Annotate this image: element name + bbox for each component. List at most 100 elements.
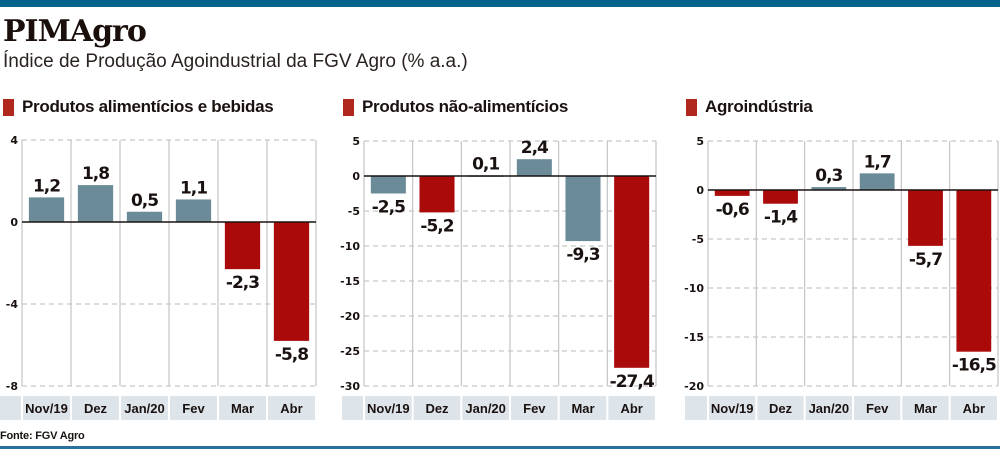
top-accent-bar bbox=[0, 0, 1000, 7]
category-cell bbox=[72, 396, 119, 420]
y-tick-label: -30 bbox=[340, 380, 360, 393]
y-tick-label: 5 bbox=[696, 135, 704, 148]
x-tick-label: Fev bbox=[182, 401, 205, 416]
category-cell bbox=[268, 396, 315, 420]
bar-chart-2: 5 0 -5 -10 -15 -20 Nov/19 Dez Jan/20 Fev Mar Abr -0,… bbox=[684, 135, 999, 420]
category-cell bbox=[511, 396, 558, 420]
category-cell bbox=[757, 396, 804, 420]
y-tick-label: -5 bbox=[692, 233, 704, 246]
chart-title-text: Produtos não-alimentícios bbox=[362, 97, 568, 116]
bar bbox=[714, 190, 750, 196]
x-tick-label: Dez bbox=[769, 401, 793, 416]
bar-chart-1: 5 0 -5 -10 -15 -20 -25 -30 Nov/19 Dez Jan/20 Fev Mar… bbox=[340, 135, 657, 420]
source-note: Fonte: FGV Agro bbox=[0, 430, 85, 442]
bar bbox=[273, 222, 310, 341]
bottom-accent-bar bbox=[0, 446, 1000, 449]
data-label: -1,4 bbox=[764, 208, 798, 228]
category-cell bbox=[950, 396, 997, 420]
data-label: 0,1 bbox=[472, 154, 499, 174]
category-cell bbox=[462, 396, 509, 420]
data-label: -2,3 bbox=[226, 273, 259, 293]
y-tick-label: -4 bbox=[6, 298, 19, 311]
data-label: 0,3 bbox=[815, 166, 842, 186]
x-tick-label: Dez bbox=[84, 401, 108, 416]
y-tick-label: 5 bbox=[352, 135, 360, 148]
y-tick-label: -10 bbox=[340, 240, 360, 253]
y-tick-label: -10 bbox=[684, 282, 704, 295]
x-tick-label: Abr bbox=[280, 401, 302, 416]
x-tick-label: Nov/19 bbox=[711, 401, 754, 416]
bar bbox=[77, 185, 114, 222]
data-label: -0,6 bbox=[716, 200, 749, 220]
x-tick-label: Jan/20 bbox=[809, 401, 849, 416]
x-tick-label: Mar bbox=[231, 401, 254, 416]
y-tick-label: 4 bbox=[10, 134, 18, 147]
y-tick-label: -15 bbox=[340, 275, 360, 288]
x-tick-label: Nov/19 bbox=[367, 401, 410, 416]
y-tick-label: -20 bbox=[684, 380, 704, 393]
bar bbox=[370, 176, 406, 194]
legend-swatch bbox=[343, 98, 354, 116]
category-cell bbox=[608, 396, 655, 420]
bar bbox=[763, 190, 798, 204]
bar bbox=[175, 199, 212, 222]
y-tick-label: -5 bbox=[348, 205, 360, 218]
category-band-blank bbox=[0, 396, 21, 420]
x-tick-label: Jan/20 bbox=[124, 401, 164, 416]
data-label: -9,3 bbox=[566, 245, 599, 265]
category-cell bbox=[709, 396, 756, 420]
x-tick-label: Fev bbox=[523, 401, 546, 416]
data-label: 1,8 bbox=[82, 164, 109, 184]
page-title: PIMAgro bbox=[3, 14, 147, 49]
y-tick-label: 0 bbox=[10, 216, 18, 229]
legend-swatch bbox=[686, 98, 697, 116]
category-cell bbox=[413, 396, 461, 420]
bar bbox=[859, 173, 895, 190]
data-label: -5,8 bbox=[275, 345, 308, 365]
data-label: -5,2 bbox=[420, 216, 453, 236]
category-cell bbox=[902, 396, 949, 420]
legend-swatch bbox=[3, 98, 14, 116]
bar bbox=[614, 176, 650, 368]
data-label: 1,7 bbox=[864, 152, 891, 172]
x-tick-label: Mar bbox=[914, 401, 937, 416]
data-label: -5,7 bbox=[909, 250, 942, 270]
bar bbox=[224, 222, 261, 270]
data-label: 1,1 bbox=[180, 178, 207, 198]
x-tick-label: Fev bbox=[866, 401, 889, 416]
page-subtitle: Índice de Produção Agoindustrial da FGV … bbox=[3, 51, 468, 72]
chart-title-text: Produtos alimentícios e bebidas bbox=[22, 97, 274, 116]
bar-chart-0: 4 0 -4 -8 Nov/19 Dez Jan/20 Fev Mar Abr 1,2 1,8 0,5 1… bbox=[0, 134, 317, 420]
category-band-blank bbox=[685, 396, 707, 420]
x-tick-label: Jan/20 bbox=[465, 401, 505, 416]
chart-title-food: Produtos alimentícios e bebidas bbox=[3, 96, 274, 118]
bar bbox=[419, 176, 455, 213]
data-label: 1,2 bbox=[33, 176, 60, 196]
data-label: -27,4 bbox=[610, 372, 655, 392]
category-cell bbox=[23, 396, 70, 420]
bar bbox=[516, 159, 552, 176]
y-tick-label: -20 bbox=[340, 310, 360, 323]
y-tick-label: 0 bbox=[696, 184, 704, 197]
x-tick-label: Abr bbox=[620, 401, 642, 416]
category-cell bbox=[365, 396, 412, 420]
category-cell bbox=[170, 396, 217, 420]
category-cell bbox=[219, 396, 266, 420]
y-tick-label: 0 bbox=[352, 170, 360, 183]
data-label: -16,5 bbox=[952, 356, 996, 376]
data-label: 2,4 bbox=[521, 138, 549, 158]
y-tick-label: -25 bbox=[340, 345, 360, 358]
bar bbox=[811, 187, 847, 190]
category-cell bbox=[121, 396, 168, 420]
category-band-blank bbox=[342, 396, 363, 420]
category-cell bbox=[805, 396, 852, 420]
x-tick-label: Mar bbox=[571, 401, 594, 416]
chart-title-text: Agroindústria bbox=[705, 97, 813, 116]
y-tick-label: -15 bbox=[684, 331, 704, 344]
category-cell bbox=[854, 396, 901, 420]
chart-title-nonfood: Produtos não-alimentícios bbox=[343, 96, 568, 118]
x-tick-label: Nov/19 bbox=[25, 401, 68, 416]
y-tick-label: -8 bbox=[6, 380, 18, 393]
bar bbox=[908, 190, 943, 246]
bar bbox=[28, 197, 65, 222]
